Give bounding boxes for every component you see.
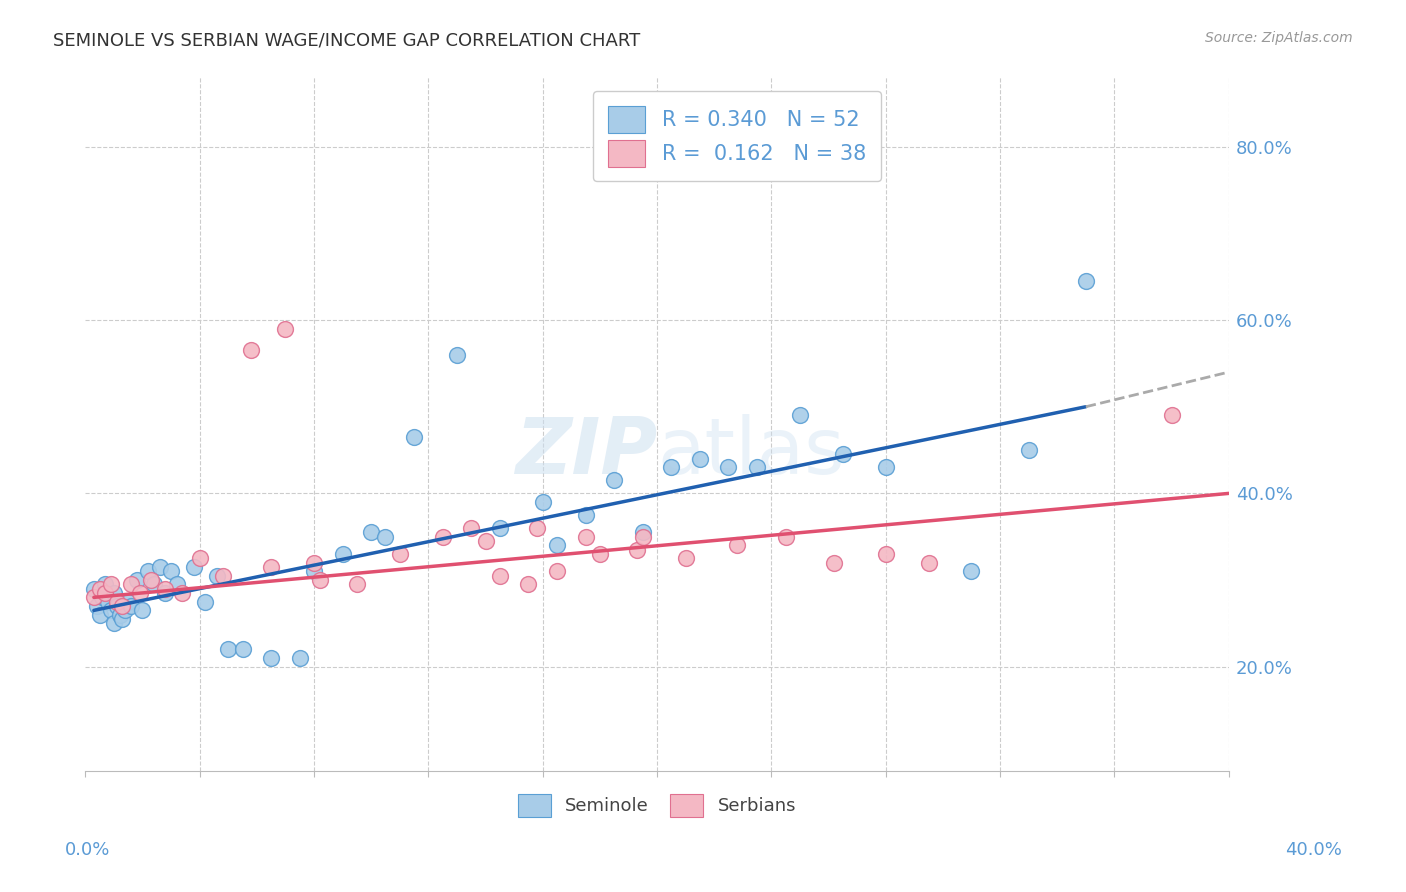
Point <box>103 586 125 600</box>
Point <box>149 560 172 574</box>
Point <box>626 542 648 557</box>
Point <box>546 538 568 552</box>
Point <box>302 556 325 570</box>
Point <box>517 577 540 591</box>
Point <box>432 530 454 544</box>
Point <box>94 577 117 591</box>
Point <box>128 586 150 600</box>
Point <box>274 322 297 336</box>
Point <box>332 547 354 561</box>
Point <box>188 551 211 566</box>
Point <box>231 642 253 657</box>
Point <box>105 599 128 613</box>
Point <box>111 599 134 613</box>
Point <box>142 577 165 591</box>
Point <box>108 607 131 622</box>
Point <box>460 521 482 535</box>
Point <box>745 460 768 475</box>
Point <box>260 651 283 665</box>
Point <box>103 616 125 631</box>
Point <box>86 599 108 613</box>
Point <box>631 525 654 540</box>
Text: atlas: atlas <box>657 414 845 490</box>
Point <box>823 556 845 570</box>
Point <box>205 568 228 582</box>
Point <box>194 595 217 609</box>
Point <box>446 348 468 362</box>
Point <box>155 582 177 596</box>
Point <box>172 586 194 600</box>
Point <box>346 577 368 591</box>
Point <box>789 409 811 423</box>
Point <box>574 530 596 544</box>
Point <box>531 495 554 509</box>
Point <box>100 603 122 617</box>
Point <box>474 534 496 549</box>
Point <box>105 595 128 609</box>
Point <box>675 551 697 566</box>
Point <box>94 586 117 600</box>
Point <box>875 460 897 475</box>
Point <box>114 603 136 617</box>
Point <box>155 586 177 600</box>
Point <box>960 565 983 579</box>
Point <box>917 556 939 570</box>
Point <box>546 565 568 579</box>
Point <box>97 595 120 609</box>
Point <box>775 530 797 544</box>
Point <box>120 599 142 613</box>
Point <box>603 474 626 488</box>
Text: 0.0%: 0.0% <box>65 840 110 858</box>
Point <box>125 573 148 587</box>
Legend: Seminole, Serbians: Seminole, Serbians <box>510 787 803 824</box>
Point <box>89 582 111 596</box>
Point <box>659 460 682 475</box>
Point <box>717 460 740 475</box>
Point <box>374 530 396 544</box>
Point <box>1160 409 1182 423</box>
Point <box>183 560 205 574</box>
Point <box>240 343 263 358</box>
Point <box>260 560 283 574</box>
Point <box>574 508 596 522</box>
Text: SEMINOLE VS SERBIAN WAGE/INCOME GAP CORRELATION CHART: SEMINOLE VS SERBIAN WAGE/INCOME GAP CORR… <box>53 31 641 49</box>
Point <box>288 651 311 665</box>
Point <box>402 430 425 444</box>
Point <box>488 568 510 582</box>
Point <box>111 612 134 626</box>
Point <box>83 591 105 605</box>
Point <box>831 447 853 461</box>
Point <box>388 547 411 561</box>
Point <box>1018 443 1040 458</box>
Point <box>100 577 122 591</box>
Point <box>117 595 139 609</box>
Point <box>1074 274 1097 288</box>
Point <box>139 573 162 587</box>
Point <box>725 538 748 552</box>
Point <box>166 577 188 591</box>
Point <box>689 451 711 466</box>
Point <box>360 525 382 540</box>
Point <box>302 565 325 579</box>
Point <box>131 603 153 617</box>
Point <box>308 573 330 587</box>
Point <box>91 591 114 605</box>
Point <box>120 577 142 591</box>
Point <box>211 568 233 582</box>
Text: 40.0%: 40.0% <box>1285 840 1341 858</box>
Point <box>631 530 654 544</box>
Point <box>89 607 111 622</box>
Point <box>217 642 239 657</box>
Point <box>136 565 159 579</box>
Point <box>488 521 510 535</box>
Point <box>160 565 183 579</box>
Point <box>83 582 105 596</box>
Point <box>875 547 897 561</box>
Point <box>526 521 548 535</box>
Text: ZIP: ZIP <box>515 414 657 490</box>
Text: Source: ZipAtlas.com: Source: ZipAtlas.com <box>1205 31 1353 45</box>
Point <box>589 547 612 561</box>
